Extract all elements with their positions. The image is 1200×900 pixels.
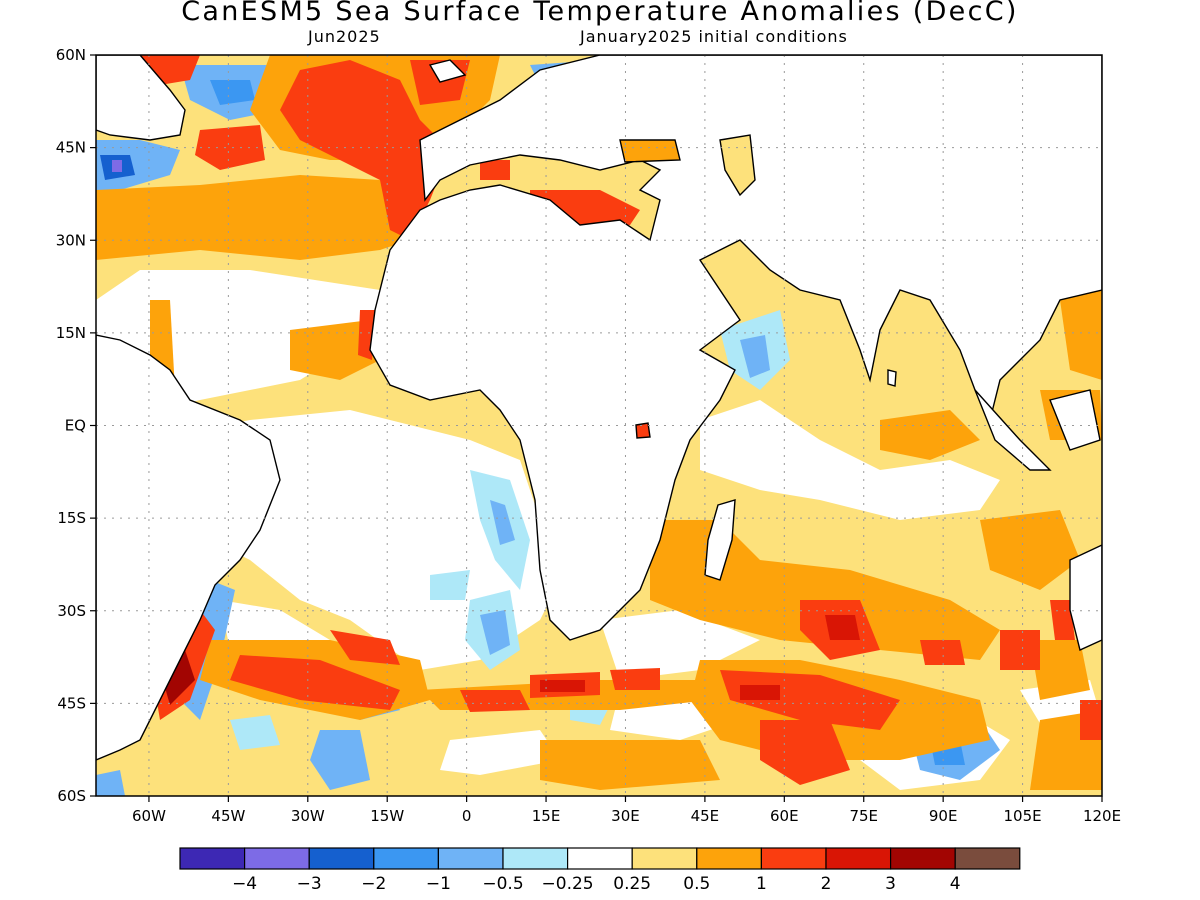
iceland-coast <box>428 59 467 83</box>
lon-tick-label: 45E <box>691 807 720 825</box>
lat-tick-label: EQ <box>65 417 86 435</box>
lake-victoria <box>635 422 651 439</box>
north-america-coast <box>96 55 186 141</box>
borneo-coast <box>1049 389 1101 451</box>
lat-tick-label: 30N <box>56 231 86 249</box>
colorbar: −4 −3 −2 −1 −0.5 −0.25 0.25 0.5 1 2 3 4 <box>179 847 1021 894</box>
sri-lanka-coast <box>887 369 897 387</box>
colorbar-label: −0.5 <box>482 874 523 894</box>
lon-tick-label: 15E <box>532 807 561 825</box>
colorbar-label: −0.25 <box>542 874 594 894</box>
colorbar-swatch <box>760 847 827 870</box>
africa-eurasia-coast <box>369 55 1102 641</box>
lon-tick-label: 120E <box>1083 807 1121 825</box>
colorbar-swatch <box>179 847 246 870</box>
axis-ticks: 60N 45N 30N 15N EQ 15S 30S 45S 60S 60W 45W 30W 15W 0 1… <box>56 46 1121 825</box>
lon-tick-label: 15W <box>370 807 404 825</box>
colorbar-swatch <box>308 847 375 870</box>
colorbar-swatch <box>502 847 569 870</box>
colorbar-label: 2 <box>821 874 832 894</box>
colorbar-swatch <box>244 847 310 870</box>
colorbar-swatch <box>631 847 698 870</box>
australia-coast <box>1069 544 1102 651</box>
colorbar-swatch <box>825 847 892 870</box>
lon-tick-label: 90E <box>929 807 958 825</box>
lat-tick-label: 60S <box>57 787 86 805</box>
lon-tick-label: 45W <box>211 807 245 825</box>
lat-tick-label: 15N <box>56 324 86 342</box>
colorbar-label: −4 <box>232 874 257 894</box>
colorbar-swatch <box>954 847 1021 870</box>
caspian-sea <box>719 134 756 197</box>
madagascar-coast <box>704 499 736 581</box>
map-grid <box>96 55 1102 796</box>
lon-tick-label: 75E <box>849 807 878 825</box>
lon-tick-label: 0 <box>462 807 472 825</box>
lon-tick-label: 60E <box>770 807 799 825</box>
land-masks <box>96 55 1102 761</box>
lat-tick-label: 30S <box>57 602 86 620</box>
black-sea <box>619 139 681 163</box>
colorbar-label: −1 <box>426 874 451 894</box>
lat-tick-label: 60N <box>56 46 86 64</box>
chart-title: CanESM5 Sea Surface Temperature Anomalie… <box>181 0 1019 27</box>
colorbar-label: 0.5 <box>683 874 710 894</box>
lon-tick-label: 30E <box>611 807 640 825</box>
initial-conditions: January2025 initial conditions <box>580 27 848 46</box>
colorbar-label: 1 <box>756 874 767 894</box>
colorbar-swatch <box>696 847 762 870</box>
colorbar-swatch <box>437 847 504 870</box>
lon-tick-label: 105E <box>1004 807 1042 825</box>
colorbar-swatch <box>373 847 439 870</box>
colorbar-label: −3 <box>297 874 322 894</box>
indonesia-coast <box>974 389 1052 471</box>
colorbar-swatch <box>889 847 956 870</box>
lat-tick-label: 45S <box>57 694 86 712</box>
lon-tick-label: 30W <box>291 807 325 825</box>
colorbar-label: 0.25 <box>613 874 651 894</box>
lat-tick-label: 15S <box>57 509 86 527</box>
colorbar-swatch <box>566 847 633 870</box>
lat-tick-label: 45N <box>56 139 86 157</box>
south-america-coast <box>96 334 281 761</box>
colorbar-label: 4 <box>950 874 961 894</box>
colorbar-label: −2 <box>361 874 386 894</box>
lon-tick-label: 60W <box>132 807 166 825</box>
forecast-month: Jun2025 <box>308 27 381 46</box>
colorbar-label: 3 <box>885 874 896 894</box>
